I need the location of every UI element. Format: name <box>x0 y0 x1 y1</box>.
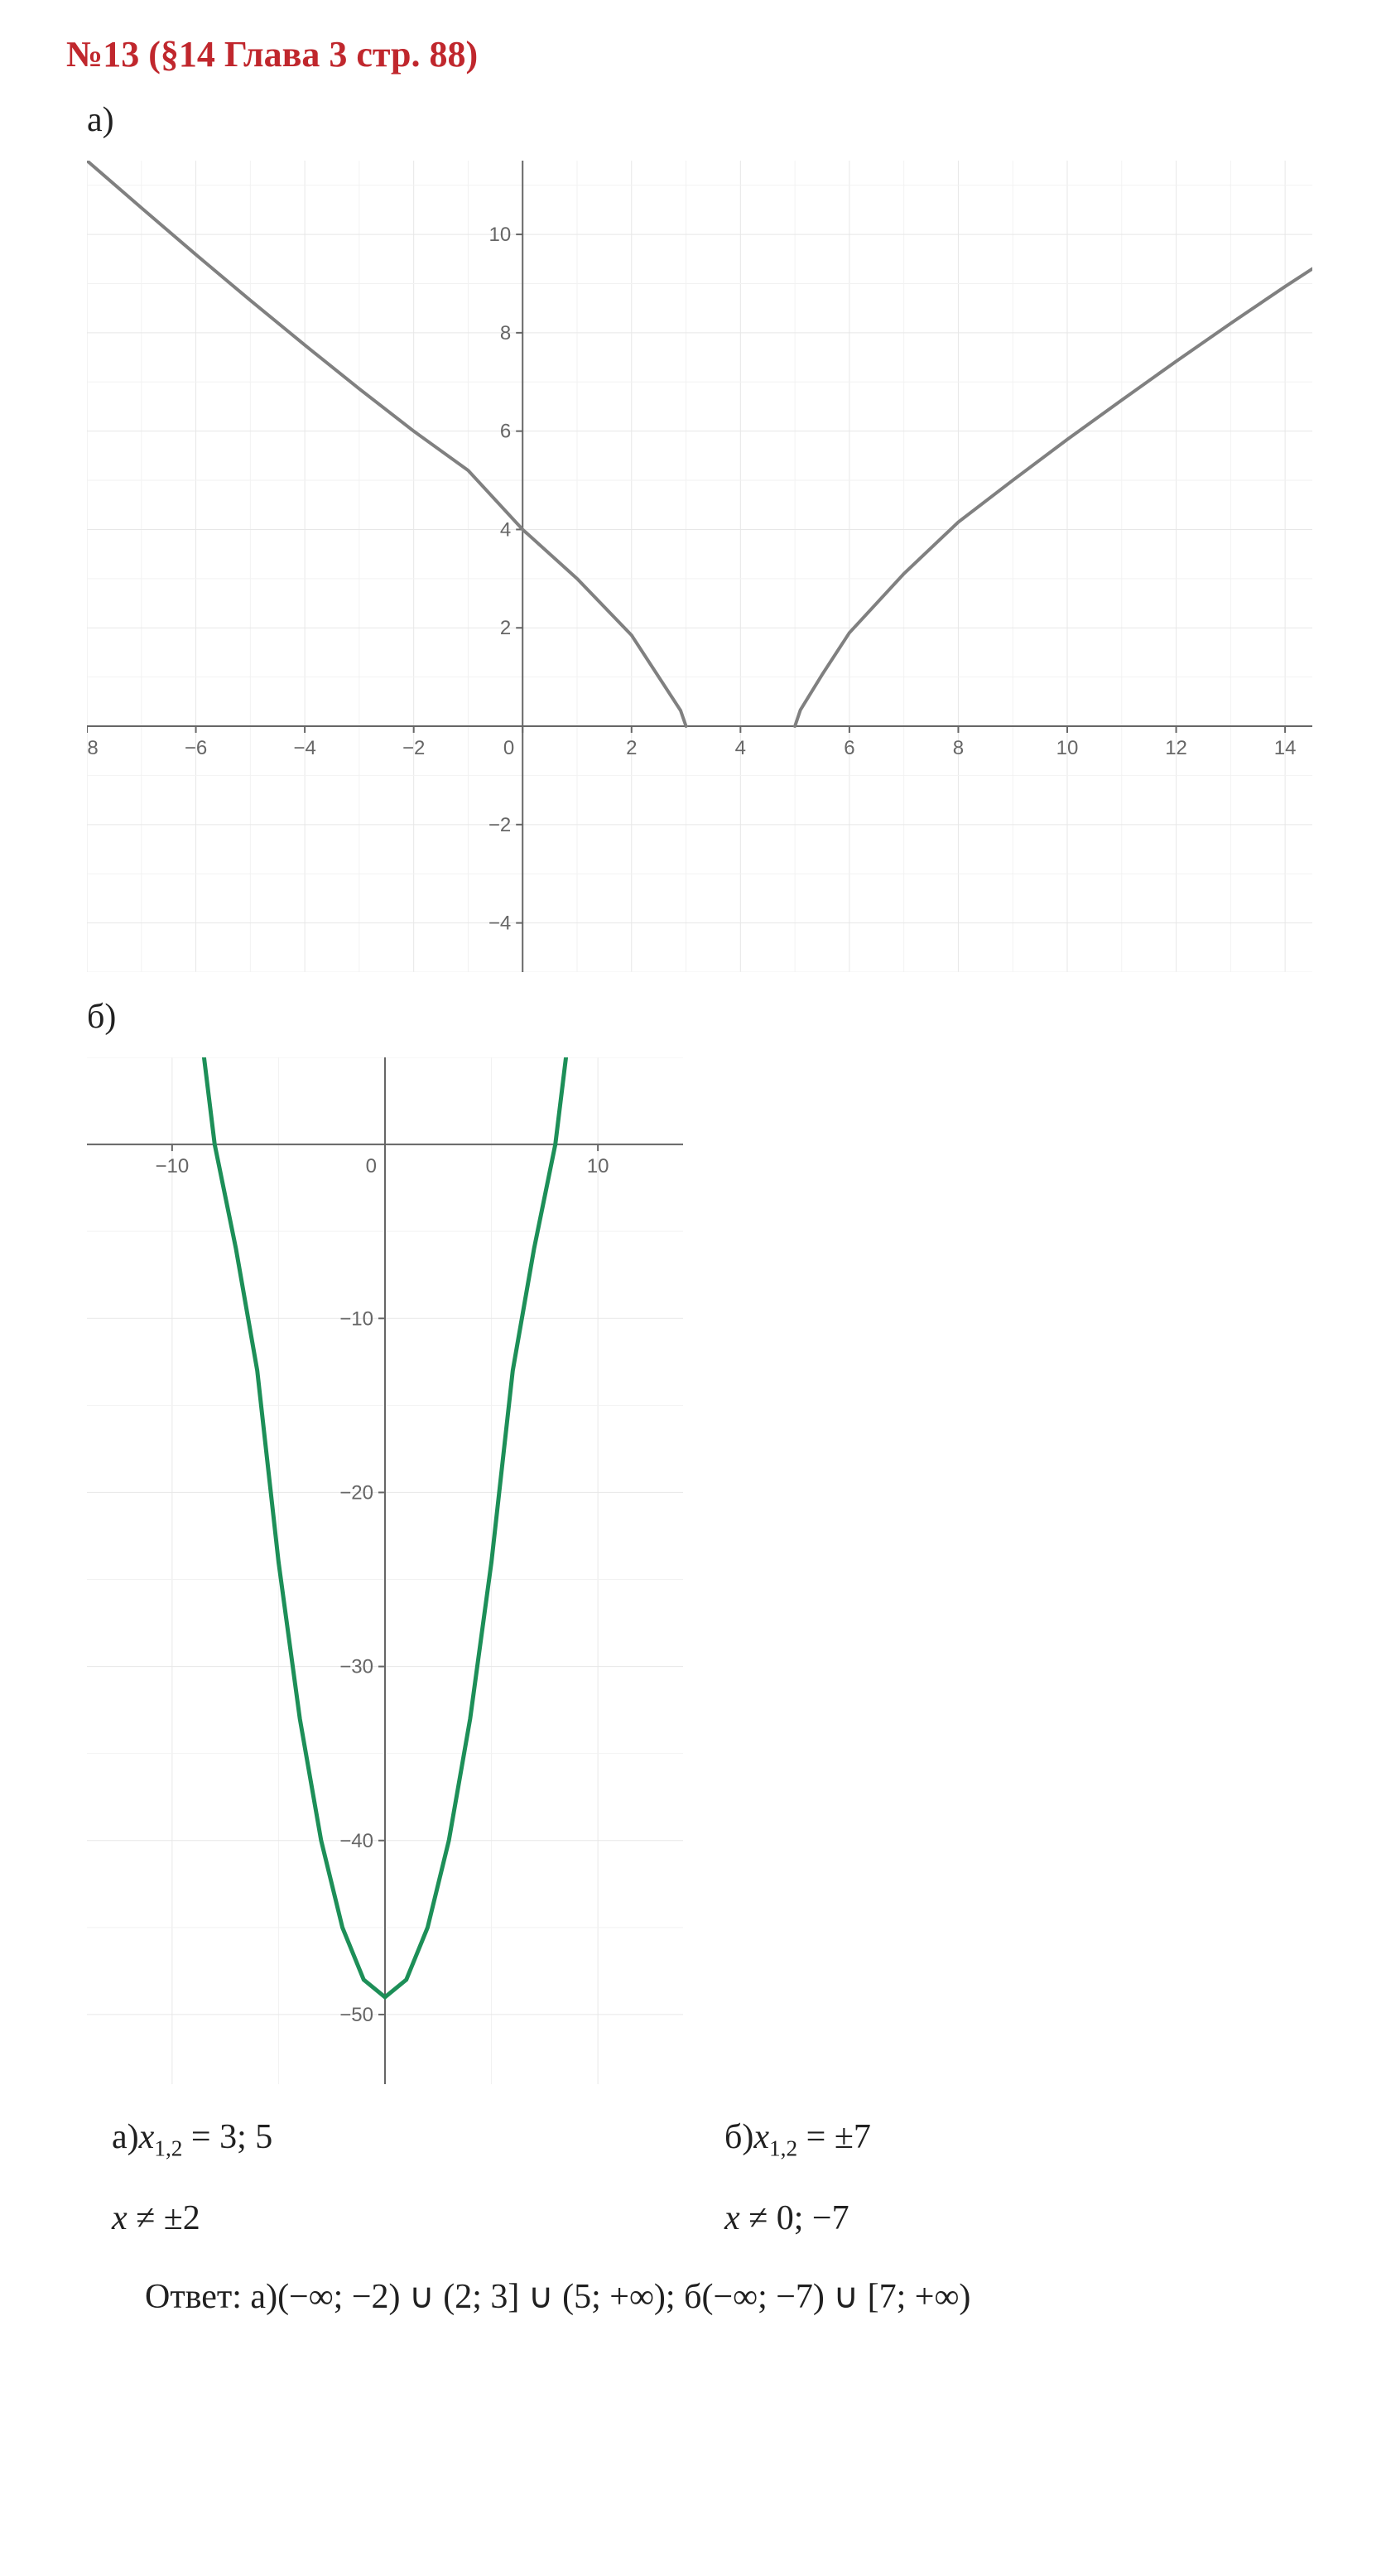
part-a-label: а) <box>87 100 1324 140</box>
svg-text:−20: −20 <box>339 1481 373 1504</box>
svg-text:−4: −4 <box>293 737 315 759</box>
page-title: №13 (§14 Глава 3 стр. 88) <box>66 33 1324 75</box>
svg-text:−2: −2 <box>402 737 425 759</box>
svg-text:0: 0 <box>366 1155 377 1177</box>
svg-text:6: 6 <box>500 421 511 443</box>
svg-text:−10: −10 <box>339 1307 373 1330</box>
svg-text:0: 0 <box>503 737 514 759</box>
svg-text:−50: −50 <box>339 2004 373 2026</box>
solution-a-exclusion: x ≠ ±2 <box>112 2198 724 2238</box>
solution-b-exclusion: x ≠ 0; −7 <box>724 2198 849 2238</box>
svg-text:10: 10 <box>587 1155 609 1177</box>
svg-text:−30: −30 <box>339 1656 373 1678</box>
svg-text:14: 14 <box>1274 737 1297 759</box>
svg-text:10: 10 <box>489 224 512 246</box>
svg-text:2: 2 <box>626 737 637 759</box>
svg-text:2: 2 <box>500 617 511 639</box>
svg-text:−6: −6 <box>185 737 207 759</box>
svg-text:12: 12 <box>1165 737 1187 759</box>
chart-a-container: −8 −6 −4 −2 0 2 4 6 8 10 12 14 −4 −2 2 4 6 8 10 <box>87 161 1324 972</box>
svg-text:−2: −2 <box>488 814 511 836</box>
solution-a-roots: а)x1,2 = 3; 5 <box>112 2117 724 2161</box>
svg-text:−10: −10 <box>155 1155 189 1177</box>
svg-text:8: 8 <box>953 737 964 759</box>
svg-text:8: 8 <box>500 322 511 344</box>
chart-b-container: −10 0 10 −50 −40 −30 −20 −10 <box>87 1057 1324 2084</box>
answer-line: Ответ: а)(−∞; −2) ∪ (2; 3] ∪ (5; +∞); б(… <box>145 2275 1324 2317</box>
svg-text:4: 4 <box>500 518 511 541</box>
svg-text:−8: −8 <box>87 737 99 759</box>
part-b-label: б) <box>87 997 1324 1037</box>
solutions-block: а)x1,2 = 3; 5 б)x1,2 = ±7 x ≠ ±2 x ≠ 0; … <box>112 2117 1324 2238</box>
svg-text:4: 4 <box>735 737 746 759</box>
chart-b: −10 0 10 −50 −40 −30 −20 −10 <box>87 1057 683 2084</box>
svg-text:6: 6 <box>844 737 854 759</box>
chart-a: −8 −6 −4 −2 0 2 4 6 8 10 12 14 −4 −2 2 4 6 8 10 <box>87 161 1312 972</box>
svg-text:−40: −40 <box>339 1830 373 1852</box>
svg-text:10: 10 <box>1056 737 1079 759</box>
svg-text:−4: −4 <box>488 912 511 935</box>
solution-b-roots: б)x1,2 = ±7 <box>724 2117 871 2161</box>
